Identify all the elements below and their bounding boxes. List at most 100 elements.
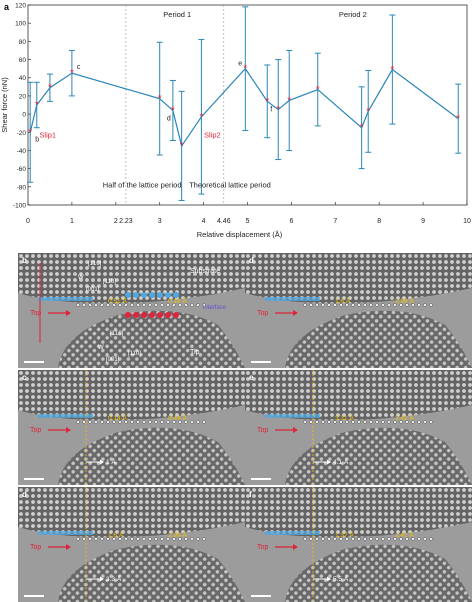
- interface-atom: [190, 303, 194, 307]
- interface-atom: [363, 420, 367, 424]
- interface-atom: [339, 537, 343, 541]
- distance-label-1: 1.37 Å: [335, 530, 354, 539]
- top-label: Top: [257, 544, 268, 551]
- interface-atom: [429, 420, 433, 424]
- distance-label-2: 0.18 Å: [168, 296, 187, 305]
- interface-atom: [154, 303, 158, 307]
- interface-atom: [154, 420, 158, 424]
- panel-label: d: [249, 256, 254, 265]
- y-tick-label: 100: [15, 21, 26, 28]
- tip-lattice: [58, 544, 245, 602]
- tem-panel-f: f Top 1.37 Å 1.42 Å 5.5 Å: [245, 487, 472, 602]
- interface-atom: [196, 420, 200, 424]
- data-point: *: [316, 85, 320, 96]
- point-label: d: [167, 115, 171, 122]
- interface-atom: [184, 537, 188, 541]
- y-tick-label: -20: [17, 130, 27, 137]
- x-extra-tick-label: 4.46: [217, 218, 231, 225]
- interface-atom: [381, 420, 385, 424]
- blue-atom: [173, 292, 179, 298]
- interface-atom: [142, 537, 146, 541]
- interface-atom: [100, 303, 104, 307]
- interface-atom: [399, 420, 403, 424]
- interface-atom: [345, 420, 349, 424]
- interface-atom: [303, 303, 307, 307]
- y-tick-label: 40: [19, 75, 27, 82]
- interface-atom: [178, 537, 182, 541]
- interface-atom: [160, 303, 164, 307]
- interface-atom: [94, 303, 98, 307]
- interface-atom: [411, 537, 415, 541]
- panel-label-a: a: [4, 2, 10, 12]
- interface-atom: [351, 303, 355, 307]
- blue-atom: [157, 292, 163, 298]
- top-label: Top: [257, 310, 268, 317]
- interface-atom: [118, 537, 122, 541]
- blue-atom: [141, 292, 147, 298]
- interface-atom: [327, 420, 331, 424]
- interface-atom: [345, 303, 349, 307]
- y-tick-label: 20: [19, 93, 27, 100]
- x-tick-label: 7: [333, 218, 337, 225]
- annotation: Slip1: [39, 131, 56, 140]
- miller-w-label: W: [78, 275, 84, 281]
- interface-atom: [130, 537, 134, 541]
- interface-atom: [112, 537, 116, 541]
- interface-atom: [345, 537, 349, 541]
- tem-image: d Top 1.6 Å 2.99 Å: [245, 253, 472, 368]
- interface-atom: [124, 420, 128, 424]
- interface-atom: [393, 537, 397, 541]
- distance-label-2: 1.42 Å: [395, 530, 414, 539]
- interface-atom: [333, 420, 337, 424]
- y-tick-label: -100: [13, 203, 26, 210]
- interface-atom: [423, 420, 427, 424]
- top-arrowhead: [66, 427, 71, 433]
- substrate-lattice: [18, 370, 245, 421]
- top-arrowhead: [66, 310, 71, 316]
- data-point: *: [28, 127, 32, 138]
- miller-top-label: [1̄10]: [88, 261, 102, 267]
- displacement-label: 1 Å: [106, 457, 116, 466]
- series-line: [29, 67, 459, 148]
- interface-atom: [166, 420, 170, 424]
- interface-atom: [417, 537, 421, 541]
- blue-atom: [133, 292, 139, 298]
- tip-lattice: [58, 310, 245, 368]
- interface-atom: [429, 303, 433, 307]
- interface-atom: [339, 420, 343, 424]
- blue-marker: [265, 414, 320, 418]
- substrate-lattice: [245, 487, 472, 538]
- interface-atom: [178, 420, 182, 424]
- tem-image: e Top 3.21 Å 2.42 Å 4.1 Å: [245, 370, 472, 485]
- interface-atom: [172, 420, 176, 424]
- x-tick-label: 5: [246, 218, 250, 225]
- interface-atom: [94, 537, 98, 541]
- interface-atom: [142, 303, 146, 307]
- interface-atom: [142, 420, 146, 424]
- displacement-arrowhead: [327, 459, 331, 465]
- data-point: *: [48, 83, 52, 94]
- red-atom: [157, 312, 163, 318]
- interface-atom: [417, 420, 421, 424]
- tem-image: f Top 1.37 Å 1.42 Å 5.5 Å: [245, 487, 472, 602]
- blue-atom: [125, 292, 131, 298]
- top-label: Top: [30, 310, 41, 317]
- displacement-label: 4.1 Å: [333, 457, 349, 466]
- interface-atom: [363, 537, 367, 541]
- x-tick-label: 3: [158, 218, 162, 225]
- miller-x-label: [110]: [103, 279, 116, 285]
- interface-atom: [118, 420, 122, 424]
- data-point: *: [366, 106, 370, 117]
- interface-atom: [94, 420, 98, 424]
- y-tick-label: 120: [15, 3, 26, 10]
- interface-atom: [357, 420, 361, 424]
- interface-atom: [357, 303, 361, 307]
- interface-atom: [357, 537, 361, 541]
- top-arrowhead: [66, 544, 71, 550]
- interface-atom: [88, 303, 92, 307]
- interface-atom: [148, 303, 152, 307]
- interface-atom: [76, 303, 80, 307]
- interface-atom: [387, 537, 391, 541]
- interface-atom: [112, 303, 116, 307]
